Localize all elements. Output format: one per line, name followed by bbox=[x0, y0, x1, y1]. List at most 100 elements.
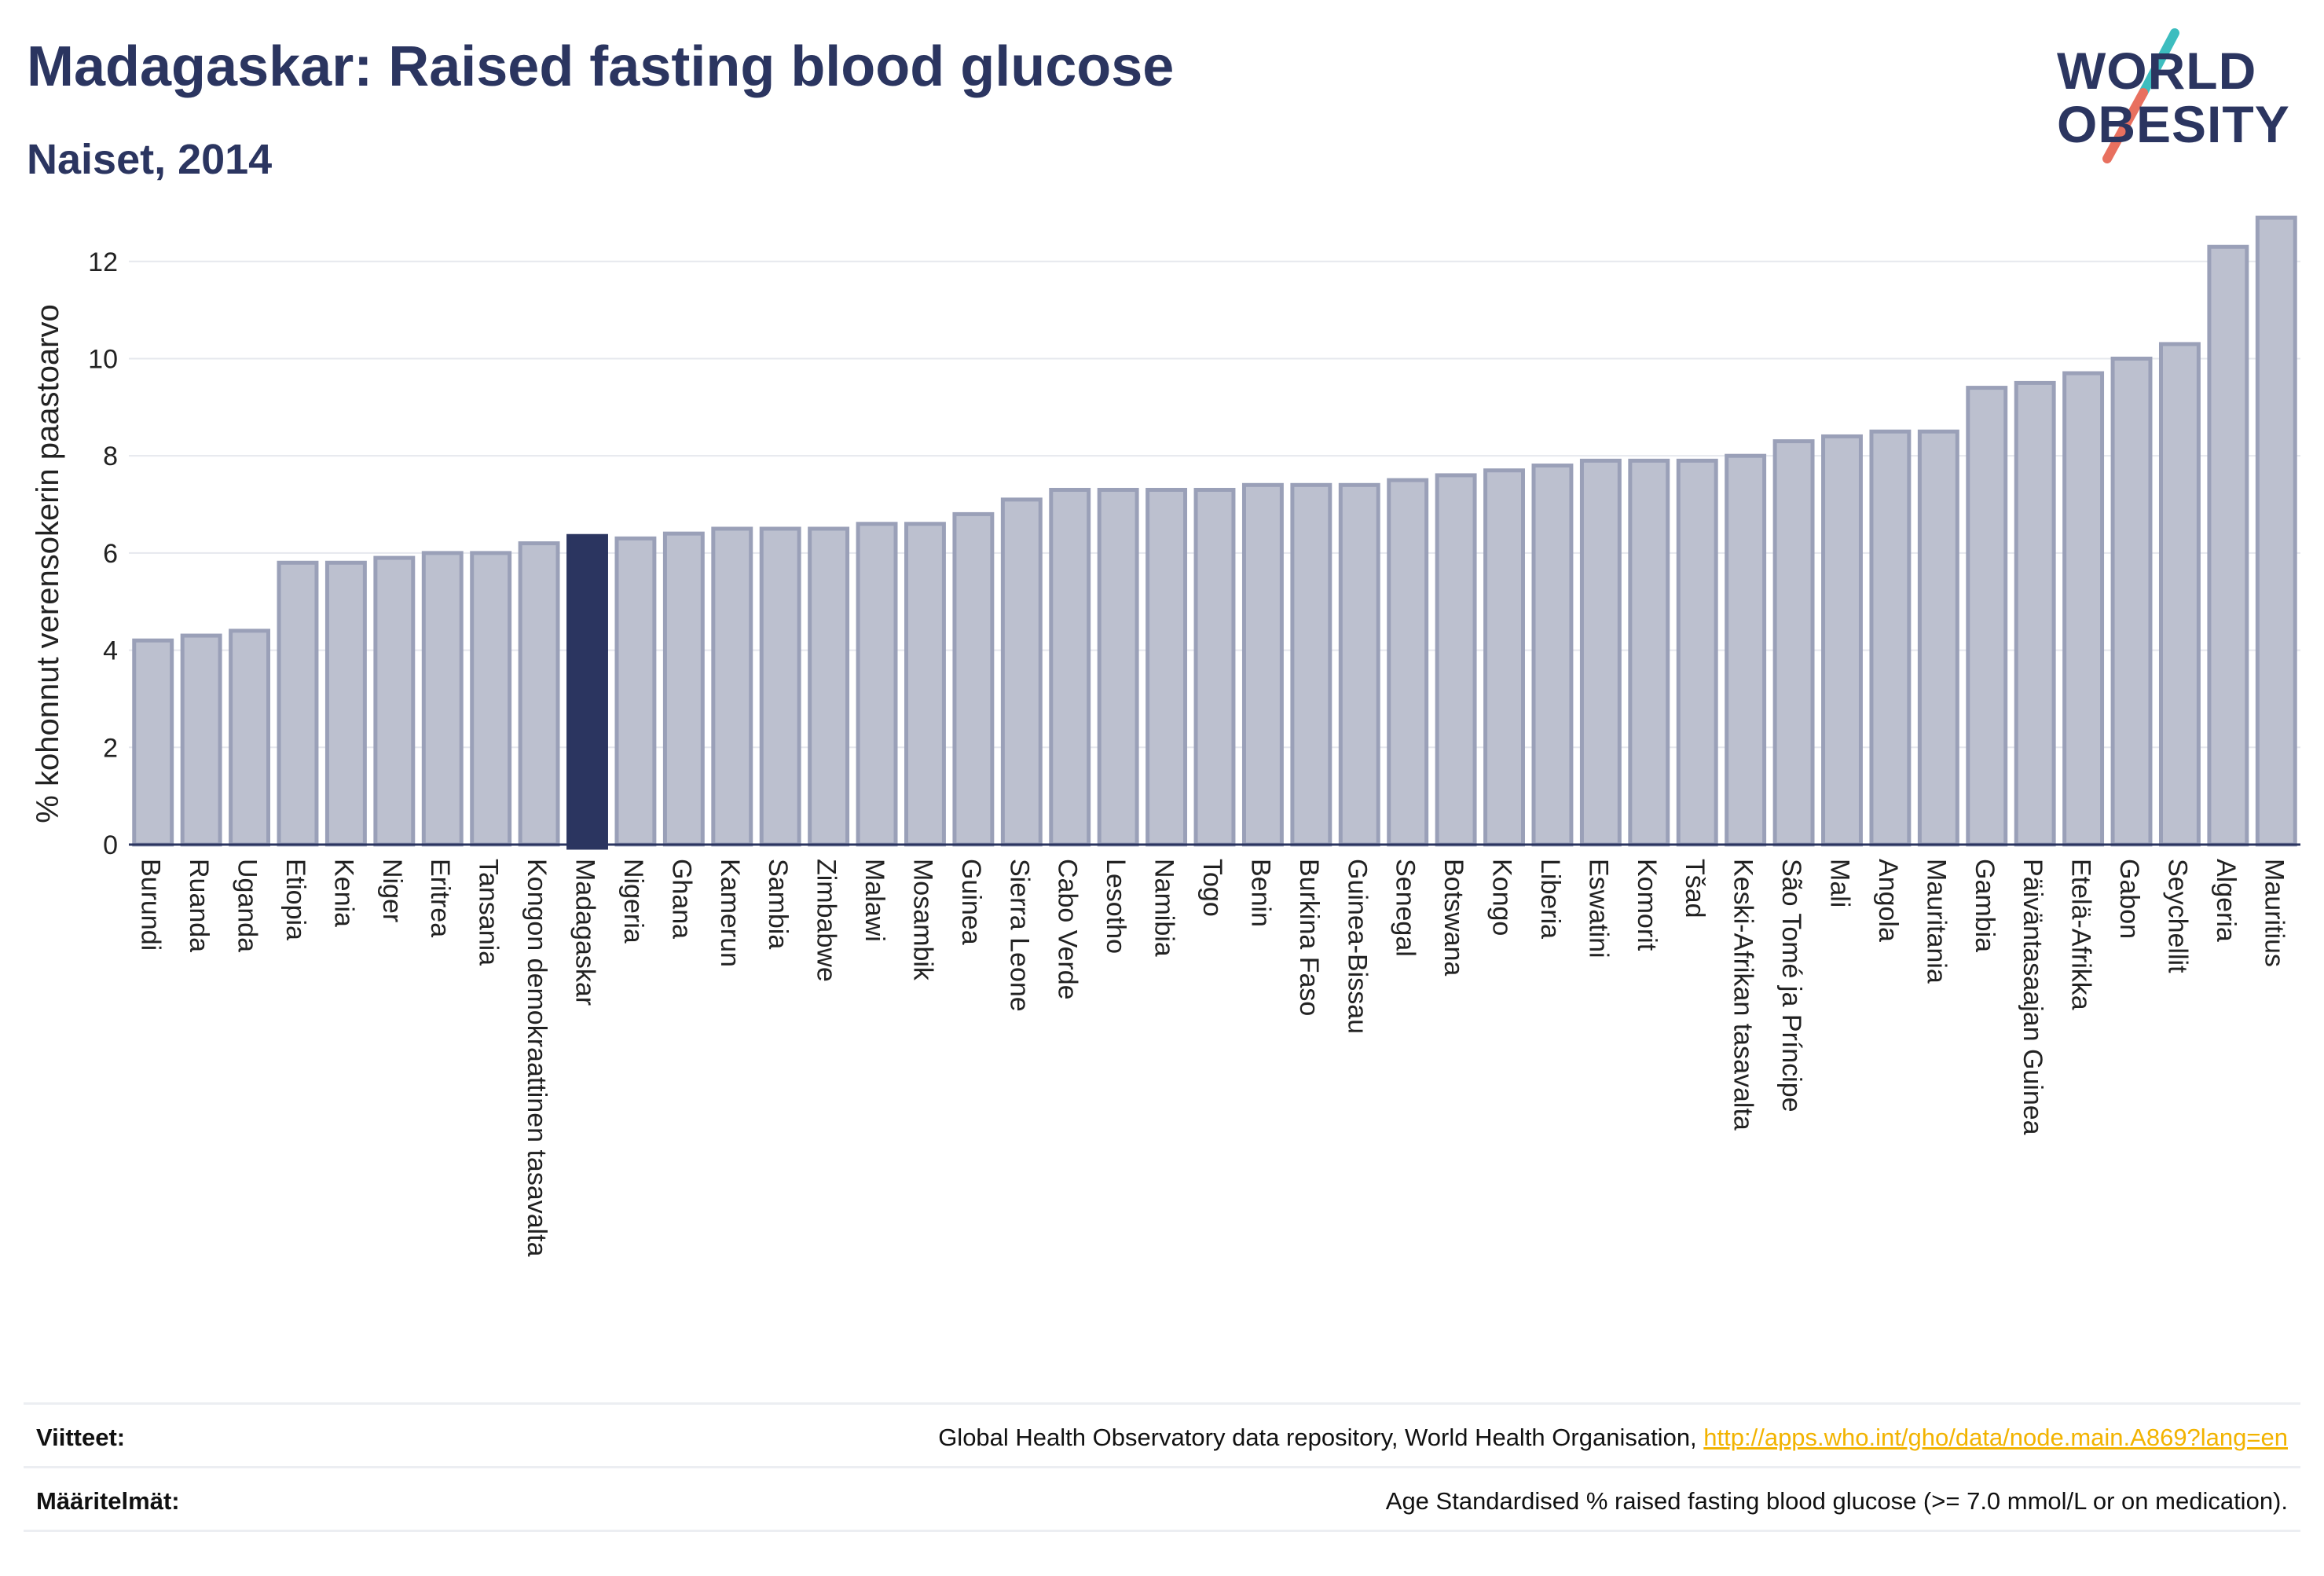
bars bbox=[132, 215, 2297, 850]
x-tick-label: Kamerun bbox=[715, 859, 745, 967]
bar bbox=[856, 522, 898, 847]
y-tick-label: 12 bbox=[88, 247, 118, 277]
x-tick-label: Guinea bbox=[956, 859, 986, 945]
bar bbox=[421, 551, 464, 847]
x-tick-label: Ghana bbox=[666, 859, 696, 939]
x-tick-label: Mali bbox=[1824, 859, 1854, 907]
bar bbox=[180, 633, 222, 847]
y-tick-label: 6 bbox=[103, 539, 118, 569]
x-tick-label: Mauritius bbox=[2259, 859, 2289, 967]
bar bbox=[1821, 434, 1863, 847]
y-tick-labels: 0 2 4 6 8 10 12 bbox=[88, 247, 118, 860]
bar bbox=[1000, 497, 1043, 847]
bar bbox=[2014, 380, 2056, 847]
x-tick-label: Gabon bbox=[2114, 859, 2144, 939]
bar bbox=[1869, 429, 1912, 847]
x-tick-label: Sierra Leone bbox=[1004, 859, 1034, 1012]
x-tick-label: Algeria bbox=[2211, 859, 2241, 942]
y-axis-label: % kohonnut verensokerin paastoarvo bbox=[31, 304, 65, 823]
x-tick-label: Burkina Faso bbox=[1294, 859, 1324, 1016]
x-tick-label: Benin bbox=[1245, 859, 1275, 927]
bar bbox=[2255, 215, 2297, 847]
x-tick-label: Eritrea bbox=[425, 859, 455, 937]
bar bbox=[904, 522, 946, 847]
bar bbox=[2062, 371, 2105, 847]
y-tick-label: 10 bbox=[88, 344, 118, 374]
x-tick-label: Kongo bbox=[1487, 859, 1517, 936]
chart-subtitle: Naiset, 2014 bbox=[27, 136, 273, 183]
bar bbox=[324, 560, 367, 847]
y-tick-label: 2 bbox=[103, 733, 118, 763]
x-tick-label: Mosambik bbox=[907, 859, 937, 981]
x-tick-label: Nigeria bbox=[618, 859, 648, 944]
bar bbox=[277, 560, 319, 847]
sources-citation: Global Health Observatory data repositor… bbox=[938, 1424, 1704, 1451]
sources-link[interactable]: http://apps.who.int/gho/data/node.main.A… bbox=[1703, 1424, 2288, 1451]
x-tick-label: Liberia bbox=[1535, 859, 1565, 939]
bar bbox=[1966, 386, 2008, 847]
bar bbox=[1387, 478, 1429, 847]
bar bbox=[808, 526, 850, 847]
x-tick-label: Uganda bbox=[233, 859, 262, 952]
x-tick-label: Botswana bbox=[1439, 859, 1468, 976]
x-tick-label: Sambia bbox=[763, 859, 793, 949]
bar-chart: 0 2 4 6 8 10 12 Burundi Ruanda Uganda Etiopia Keni… bbox=[31, 215, 2300, 1257]
x-tick-label: Kenia bbox=[328, 859, 358, 927]
bar bbox=[1772, 439, 1815, 847]
x-tick-label: Malawi bbox=[860, 859, 889, 942]
bar bbox=[1435, 473, 1477, 847]
x-tick-label: Lesotho bbox=[1101, 859, 1131, 954]
bar bbox=[952, 511, 995, 847]
x-tick-label: Kongon demokraattinen tasavalta bbox=[522, 859, 552, 1257]
x-tick-label: Gambia bbox=[1970, 859, 2000, 952]
x-tick-label: Zimbabwe bbox=[812, 859, 841, 982]
bar bbox=[759, 526, 801, 847]
y-tick-label: 8 bbox=[103, 442, 118, 471]
sources-row: Viitteet: Global Health Observatory data… bbox=[24, 1402, 2300, 1468]
x-tick-label: Seychellit bbox=[2162, 859, 2192, 973]
bar-highlight bbox=[566, 533, 608, 850]
bar bbox=[1146, 487, 1188, 847]
x-tick-label: Togo bbox=[1197, 859, 1227, 917]
logo-word-obesity: OBESITY bbox=[2057, 95, 2290, 153]
bar bbox=[1628, 458, 1670, 847]
bar bbox=[614, 536, 657, 847]
definitions-text: Age Standardised % raised fasting blood … bbox=[1385, 1487, 2288, 1515]
bar bbox=[1917, 429, 1959, 847]
x-tick-label: Guinea-Bissau bbox=[1342, 859, 1372, 1034]
x-tick-label: Etelä-Afrikka bbox=[2066, 859, 2096, 1010]
logo-word-world: WORLD bbox=[2057, 42, 2257, 100]
x-tick-label: Niger bbox=[377, 859, 407, 922]
sources-label: Viitteet: bbox=[36, 1424, 126, 1451]
bar bbox=[1725, 453, 1767, 847]
bar bbox=[1676, 458, 1718, 847]
x-tick-label: Etiopia bbox=[280, 859, 310, 940]
bar bbox=[1241, 482, 1284, 847]
bar bbox=[1193, 487, 1236, 847]
bar bbox=[2158, 342, 2201, 847]
bar bbox=[2207, 244, 2249, 847]
x-tick-labels: Burundi Ruanda Uganda Etiopia Kenia Niger Erit… bbox=[136, 859, 2289, 1257]
bar bbox=[1097, 487, 1139, 847]
x-tick-label: Päiväntasaajan Guinea bbox=[2018, 859, 2047, 1135]
x-tick-label: Eswatini bbox=[1583, 859, 1613, 958]
definitions-row: Määritelmät: Age Standardised % raised f… bbox=[24, 1466, 2300, 1531]
bar bbox=[1579, 458, 1622, 847]
bar bbox=[1338, 482, 1380, 847]
y-tick-label: 0 bbox=[103, 830, 118, 860]
bar bbox=[518, 541, 560, 847]
x-tick-label: São Tomé ja Príncipe bbox=[1776, 859, 1806, 1112]
bar bbox=[1290, 482, 1332, 847]
x-tick-label: Keski-Afrikan tasavalta bbox=[1728, 859, 1758, 1131]
x-tick-label: Tansania bbox=[474, 859, 504, 966]
x-tick-label: Tšad bbox=[1680, 859, 1710, 918]
footer-divider bbox=[24, 1530, 2300, 1532]
x-tick-label: Namibia bbox=[1149, 859, 1179, 957]
bar bbox=[1531, 464, 1574, 847]
y-tick-label: 4 bbox=[103, 636, 118, 666]
x-tick-label: Angola bbox=[1873, 859, 1903, 942]
x-tick-label: Mauritania bbox=[1921, 859, 1951, 984]
bar bbox=[470, 551, 512, 847]
bar bbox=[1049, 487, 1091, 847]
bar bbox=[373, 555, 416, 847]
